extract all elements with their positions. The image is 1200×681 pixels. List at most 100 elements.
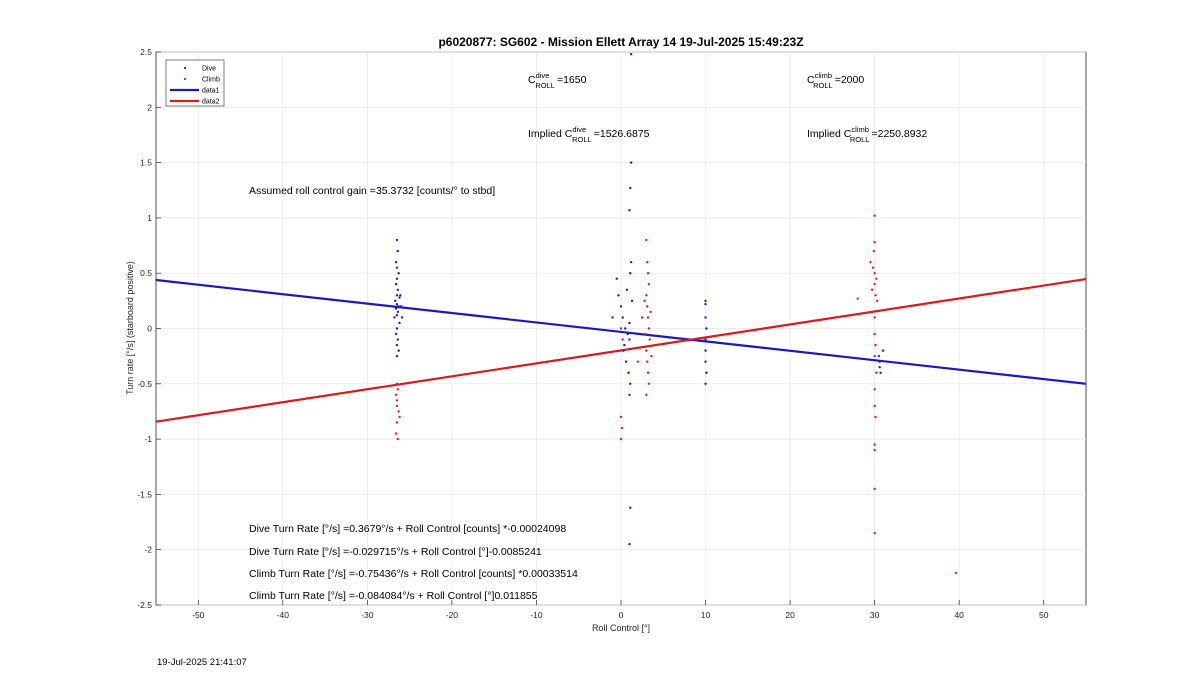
climb-point bbox=[874, 343, 877, 347]
climb-point bbox=[650, 354, 653, 358]
dive-point bbox=[878, 366, 881, 369]
y-tick-label: 2.5 bbox=[140, 47, 152, 57]
climb-point bbox=[871, 266, 875, 269]
dive-point bbox=[395, 314, 399, 317]
climb-point bbox=[395, 399, 399, 402]
dive-point bbox=[393, 316, 396, 319]
dive-point bbox=[621, 316, 624, 319]
implied-c-roll-dive: Implied Cdive ROLL =1526.6875 bbox=[528, 125, 650, 144]
x-tick-label: 0 bbox=[619, 610, 624, 620]
dive-point bbox=[629, 272, 632, 275]
climb-point bbox=[872, 249, 875, 253]
dive-point bbox=[624, 327, 627, 330]
dive-point bbox=[629, 53, 633, 56]
x-tick-label: -30 bbox=[361, 610, 374, 620]
climb-point bbox=[636, 360, 640, 363]
climb-point bbox=[873, 388, 876, 391]
dive-point bbox=[629, 382, 632, 385]
dive-point bbox=[625, 288, 629, 291]
footer-timestamp: 19-Jul-2025 21:41:07 bbox=[157, 657, 247, 668]
climb-point bbox=[645, 349, 648, 352]
climb-point bbox=[646, 371, 650, 374]
dive-point bbox=[628, 338, 631, 341]
legend-data1-label: data1 bbox=[202, 88, 220, 95]
dive-point bbox=[397, 349, 400, 352]
dive-point bbox=[881, 349, 885, 352]
climb-point bbox=[645, 294, 648, 297]
climb-point bbox=[646, 305, 649, 308]
dive-point bbox=[619, 305, 623, 308]
dive-point bbox=[705, 371, 708, 374]
dive-point bbox=[704, 349, 707, 352]
dive-point bbox=[704, 302, 707, 306]
dive-point bbox=[704, 382, 707, 385]
dive-point bbox=[629, 186, 632, 190]
climb-point bbox=[395, 421, 399, 424]
dive-point bbox=[704, 316, 707, 319]
climb-point bbox=[394, 432, 398, 435]
dive-point bbox=[398, 321, 401, 325]
dive-point bbox=[704, 299, 707, 303]
dive-point bbox=[879, 371, 882, 374]
climb-point bbox=[869, 260, 872, 264]
y-tick-label: -2.5 bbox=[137, 600, 152, 610]
dive-point bbox=[623, 343, 626, 347]
dive-point bbox=[629, 506, 632, 509]
y-tick-label: 0 bbox=[147, 324, 152, 334]
c-roll-dive: Cdive ROLL =1650 bbox=[528, 71, 587, 90]
climb-point bbox=[873, 214, 876, 217]
x-tick-label: -40 bbox=[277, 610, 290, 620]
dive-point bbox=[395, 277, 399, 280]
y-tick-label: 1 bbox=[147, 213, 152, 223]
climb-point bbox=[396, 388, 399, 391]
dive-point bbox=[396, 249, 399, 253]
data1-fit-line bbox=[155, 278, 1087, 385]
y-axis-label: Turn rate [°/s] (starboard positive) bbox=[125, 261, 135, 395]
dive-point bbox=[611, 316, 614, 319]
dive-point bbox=[628, 321, 631, 325]
climb-point bbox=[873, 241, 876, 244]
x-tick-label: 50 bbox=[1039, 610, 1049, 620]
climb-point bbox=[620, 349, 624, 352]
dive-point bbox=[400, 316, 404, 319]
dive-point bbox=[399, 294, 402, 297]
climb-point bbox=[397, 410, 400, 413]
climb-point bbox=[875, 371, 878, 374]
climb-point bbox=[621, 338, 624, 341]
roll-gain-note: Assumed roll control gain =35.3732 [coun… bbox=[249, 185, 495, 197]
data-marks bbox=[155, 53, 1087, 575]
dive-point bbox=[395, 294, 399, 297]
legend-dive-label: Dive bbox=[202, 66, 216, 73]
y-tick-label: 2 bbox=[147, 102, 152, 112]
dive-point bbox=[877, 354, 881, 358]
axis-ticks: -50 -40 -30 -20 -10 0 10 20 30 40 50-2.5-2-1.5-1-0… bbox=[137, 47, 1048, 620]
dive-point bbox=[394, 260, 398, 264]
dive-point bbox=[396, 288, 399, 291]
climb-point bbox=[395, 382, 399, 385]
climb-point bbox=[645, 393, 648, 397]
climb-point bbox=[873, 283, 876, 286]
climb-point bbox=[398, 415, 401, 419]
chart-title: p6020877: SG602 - Mission Ellett Array 1… bbox=[438, 35, 803, 49]
x-tick-label: -50 bbox=[192, 610, 205, 620]
climb-fit-degrees: Climb Turn Rate [°/s] =-0.084084°/s + Ro… bbox=[249, 590, 538, 602]
dive-point bbox=[704, 360, 707, 363]
x-tick-label: 20 bbox=[785, 610, 795, 620]
climb-point bbox=[874, 294, 877, 297]
dive-point bbox=[622, 349, 625, 352]
legend-data2-label: data2 bbox=[202, 99, 220, 106]
dive-point bbox=[705, 327, 708, 330]
climb-point bbox=[620, 426, 624, 430]
dive-point bbox=[628, 208, 631, 212]
dive-point bbox=[395, 238, 399, 242]
climb-point bbox=[619, 437, 623, 441]
x-axis-label: Roll Control [°] bbox=[592, 623, 650, 633]
climb-point bbox=[619, 415, 623, 419]
dive-fit-counts: Dive Turn Rate [°/s] =0.3679°/s + Roll C… bbox=[249, 523, 566, 535]
climb-point bbox=[647, 327, 651, 330]
dive-point bbox=[395, 327, 399, 330]
climb-point bbox=[874, 415, 877, 419]
climb-point bbox=[395, 404, 399, 408]
climb-point bbox=[875, 299, 879, 303]
